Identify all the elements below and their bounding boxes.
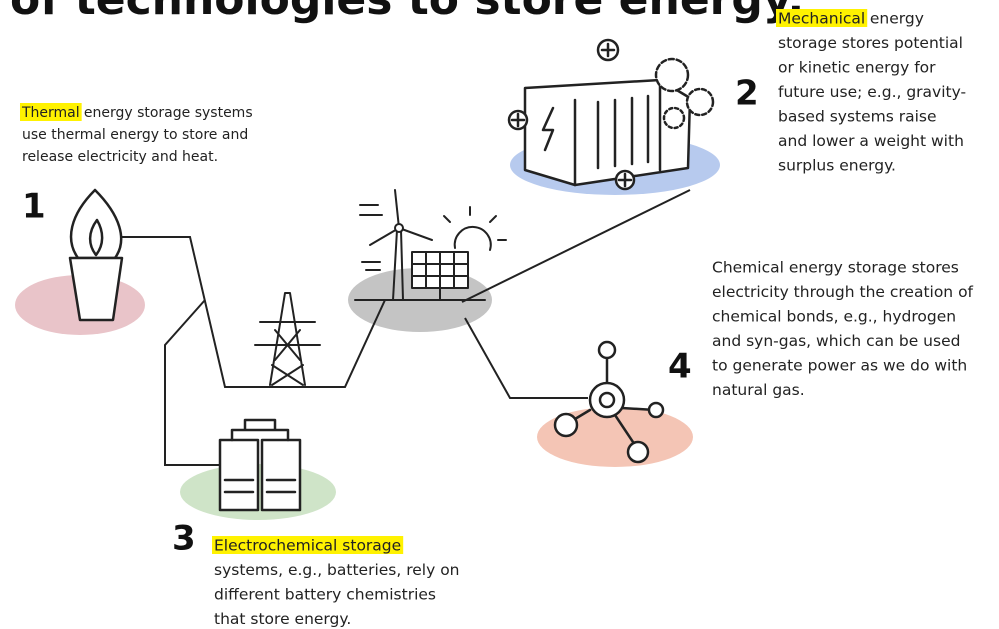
- text-line: natural gas.: [712, 381, 805, 399]
- number: 3: [172, 519, 196, 559]
- wires: [120, 189, 691, 466]
- text-line: surplus energy.: [778, 157, 896, 175]
- flame-icon: [68, 188, 124, 322]
- highlight: [776, 9, 868, 27]
- number: 2: [735, 74, 759, 114]
- text-line: release electricity and heat.: [22, 149, 218, 165]
- text-line: electricity through the creation of: [712, 283, 974, 301]
- text-line: based systems raise: [778, 108, 937, 126]
- mechanical-icon: [507, 38, 715, 191]
- text-line: chemical bonds, e.g., hydrogen: [712, 308, 956, 326]
- text-line: and syn-gas, which can be used: [712, 332, 960, 350]
- text-line: to generate power as we do with: [712, 357, 967, 375]
- text-line: energy storage systems: [84, 105, 253, 121]
- pylon-icon: [254, 292, 321, 386]
- text-line: or kinetic energy for: [778, 59, 936, 77]
- text-line: that store energy.: [214, 610, 351, 628]
- molecule-icon: [553, 340, 665, 464]
- highlight: [212, 536, 404, 554]
- text-line: energy: [870, 10, 924, 28]
- text-line: and lower a weight with: [778, 132, 964, 150]
- text-line: systems, e.g., batteries, rely on: [214, 561, 460, 579]
- battery-icon: [218, 418, 302, 512]
- highlight-text: Electrochemical storage: [214, 537, 401, 555]
- text-line: Chemical energy storage stores: [712, 259, 959, 277]
- title: of technologies to store energy.: [10, 0, 804, 25]
- number: 4: [668, 347, 692, 387]
- text-line: storage stores potential: [778, 34, 963, 52]
- text-line: different battery chemistries: [214, 586, 436, 604]
- highlight-text: Mechanical: [778, 10, 865, 28]
- highlight-text: Thermal: [21, 105, 80, 121]
- text-line: use thermal energy to store and: [22, 127, 248, 143]
- wind-solar-icon: [354, 189, 507, 301]
- highlight: [20, 103, 82, 121]
- text-line: future use; e.g., gravity-: [778, 83, 966, 101]
- number: 1: [22, 187, 46, 227]
